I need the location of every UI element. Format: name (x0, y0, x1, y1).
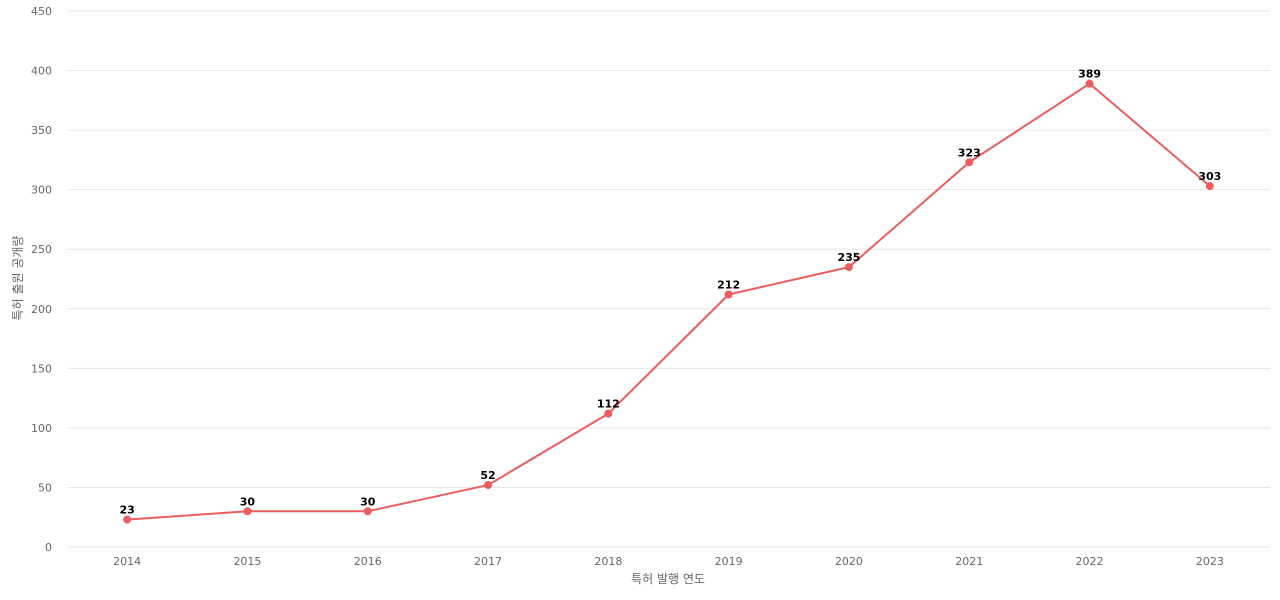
y-tick-label: 0 (45, 541, 52, 554)
y-tick-label: 150 (31, 362, 52, 375)
y-tick-label: 100 (31, 422, 52, 435)
data-label: 303 (1198, 170, 1221, 183)
y-tick-label: 200 (31, 303, 52, 316)
data-point[interactable] (243, 507, 252, 516)
data-label: 52 (480, 469, 495, 482)
data-point[interactable] (1205, 182, 1214, 191)
x-tick-label: 2018 (594, 555, 622, 568)
y-tick-label: 50 (38, 481, 52, 494)
series-line (127, 82, 1211, 521)
data-label: 112 (597, 398, 620, 411)
x-tick-label: 2015 (233, 555, 261, 568)
y-axis-title: 특허 출원 공개량 (11, 236, 25, 321)
data-label: 389 (1078, 68, 1101, 81)
data-label: 23 (119, 504, 134, 517)
y-axis-ticks: 0 50 100 150 200 250 300 350 400 450 (31, 5, 52, 554)
x-tick-label: 2016 (354, 555, 382, 568)
data-point[interactable] (1085, 79, 1094, 88)
data-point[interactable] (965, 158, 974, 167)
grid-lines (67, 10, 1270, 548)
data-labels: 23 30 30 52 112 212 235 323 389 303 (119, 68, 1221, 517)
data-point[interactable] (363, 507, 372, 516)
x-tick-label: 2023 (1196, 555, 1224, 568)
x-tick-label: 2022 (1076, 555, 1104, 568)
x-tick-label: 2021 (955, 555, 983, 568)
y-tick-label: 350 (31, 124, 52, 137)
data-label: 323 (958, 146, 981, 159)
data-label: 212 (717, 278, 740, 291)
data-point[interactable] (123, 515, 132, 524)
data-point[interactable] (604, 409, 613, 418)
y-tick-label: 300 (31, 184, 52, 197)
data-point[interactable] (724, 290, 733, 299)
data-point[interactable] (844, 263, 853, 272)
x-tick-label: 2019 (715, 555, 743, 568)
x-tick-label: 2020 (835, 555, 863, 568)
x-tick-label: 2017 (474, 555, 502, 568)
x-axis-ticks: 2014 2015 2016 2017 2018 2019 2020 2021 2022 2023 (113, 555, 1224, 568)
y-tick-label: 450 (31, 5, 52, 18)
data-point[interactable] (484, 481, 493, 490)
data-label: 30 (360, 495, 376, 508)
data-label: 235 (837, 251, 860, 264)
y-tick-label: 400 (31, 65, 52, 78)
series-layer (123, 79, 1214, 524)
y-tick-label: 250 (31, 243, 52, 256)
data-label: 30 (240, 495, 256, 508)
x-axis-title: 특허 발행 연도 (631, 571, 705, 586)
x-tick-label: 2014 (113, 555, 141, 568)
